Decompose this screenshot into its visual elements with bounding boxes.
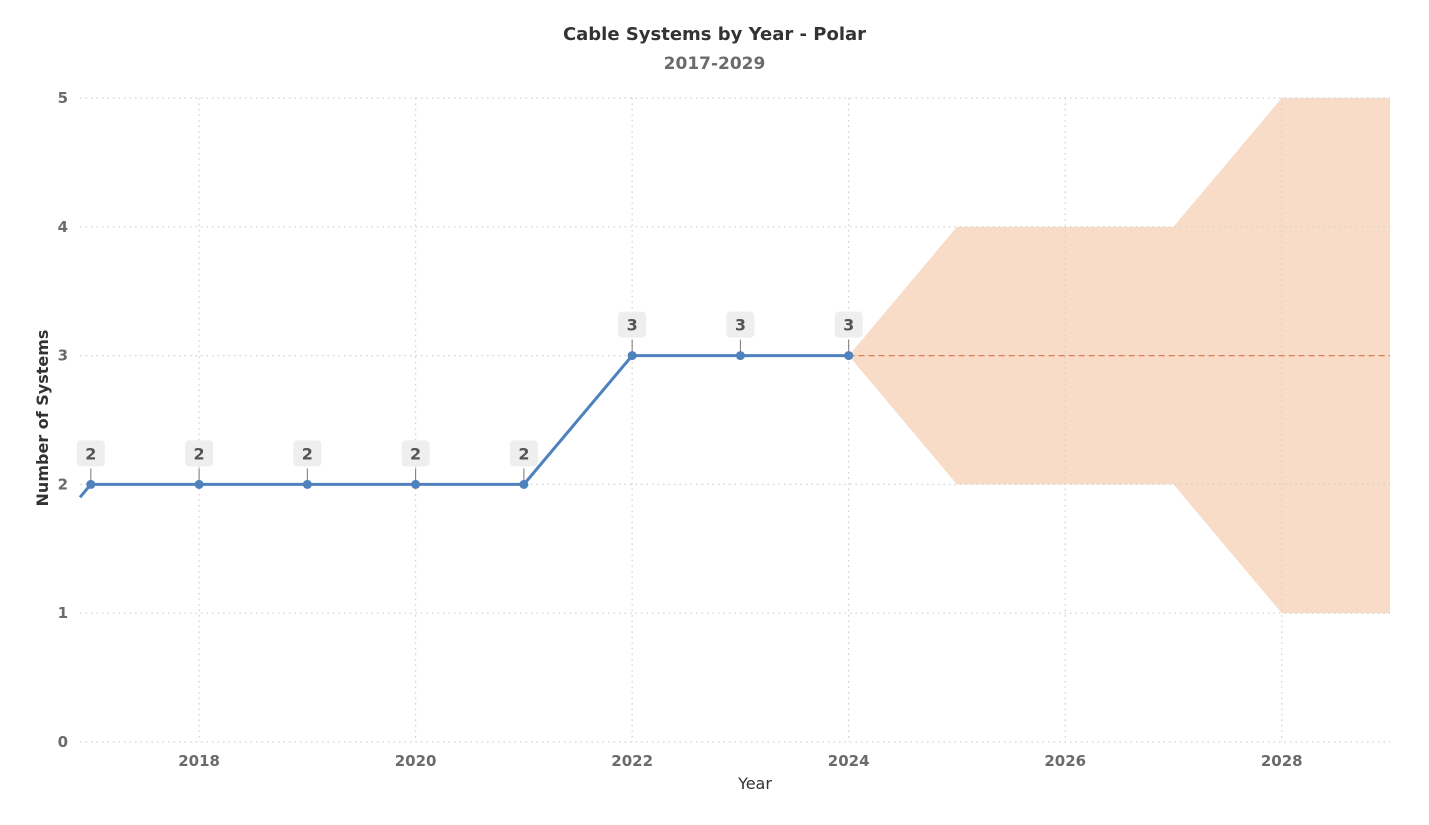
chart-title: Cable Systems by Year - Polar [562,24,867,45]
x-tick-label: 2020 [395,752,437,770]
data-point [86,479,96,489]
data-label: 2 [518,444,529,463]
data-label: 3 [627,316,638,335]
y-tick-label: 2 [58,475,68,493]
data-label-box [76,440,105,467]
data-label-box [401,440,430,467]
x-tick-label: 2026 [1044,752,1086,770]
x-tick-label: 2024 [828,752,870,770]
data-point [844,351,854,361]
x-tick-label: 2018 [178,752,220,770]
y-tick-label: 4 [58,218,68,236]
data-label: 3 [735,316,746,335]
data-label-box [185,440,214,467]
data-label: 2 [410,444,421,463]
data-label: 2 [85,444,96,463]
x-tick-label: 2028 [1261,752,1303,770]
data-point [411,479,421,489]
data-label: 3 [843,316,854,335]
data-point [194,479,204,489]
y-tick-label: 5 [58,89,68,107]
y-tick-label: 0 [58,733,68,751]
chart-subtitle: 2017-2029 [663,54,766,74]
data-point [519,479,529,489]
x-tick-label: 2022 [611,752,653,770]
data-point [627,351,637,361]
data-label-box [726,311,755,338]
data-point [302,479,312,489]
data-label-box [509,440,538,467]
series-line [78,354,849,499]
data-label-box [293,440,322,467]
data-label: 2 [302,444,313,463]
data-label: 2 [194,444,205,463]
x-axis-title: Year [737,774,772,793]
data-label-box [618,311,647,338]
data-label-box [834,311,863,338]
y-tick-label: 3 [58,347,68,365]
y-tick-label: 1 [58,604,68,622]
data-point [735,351,745,361]
y-axis-title: Number of Systems [33,330,52,507]
